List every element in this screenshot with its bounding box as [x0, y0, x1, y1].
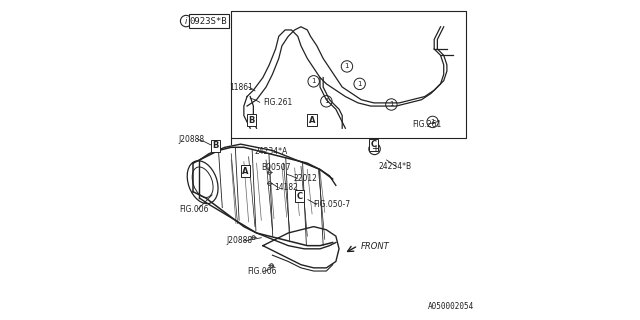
Text: A: A [242, 167, 249, 176]
Text: FIG.006: FIG.006 [247, 267, 276, 276]
Text: 1: 1 [345, 63, 349, 69]
Text: 22012: 22012 [293, 174, 317, 183]
Text: FIG.006: FIG.006 [179, 205, 209, 214]
Text: FIG.261: FIG.261 [263, 98, 292, 107]
Text: FIG.050-7: FIG.050-7 [314, 200, 351, 209]
Text: 24234*A: 24234*A [255, 147, 288, 156]
Text: A: A [309, 116, 316, 125]
Text: A050002054: A050002054 [428, 302, 474, 311]
Text: J20888: J20888 [179, 135, 205, 144]
Text: 14182: 14182 [274, 183, 298, 192]
Text: 1: 1 [357, 81, 362, 87]
Text: C: C [296, 192, 303, 201]
Text: B00507: B00507 [261, 164, 291, 172]
Text: 24234*B: 24234*B [379, 162, 412, 171]
Text: 1: 1 [389, 101, 394, 108]
Text: FIG.261: FIG.261 [412, 120, 441, 129]
Text: 1: 1 [324, 98, 328, 104]
Text: 0923S*B: 0923S*B [189, 17, 227, 26]
Text: 1: 1 [430, 119, 435, 125]
Text: C: C [371, 140, 377, 149]
Text: 1: 1 [312, 78, 316, 84]
Text: +: + [371, 144, 379, 154]
FancyBboxPatch shape [189, 14, 228, 28]
Text: B: B [212, 141, 218, 150]
Text: 11861: 11861 [230, 83, 253, 92]
Text: FRONT: FRONT [361, 242, 390, 251]
Text: J20888: J20888 [227, 236, 253, 245]
Text: B: B [248, 116, 255, 125]
Text: i: i [185, 17, 188, 26]
